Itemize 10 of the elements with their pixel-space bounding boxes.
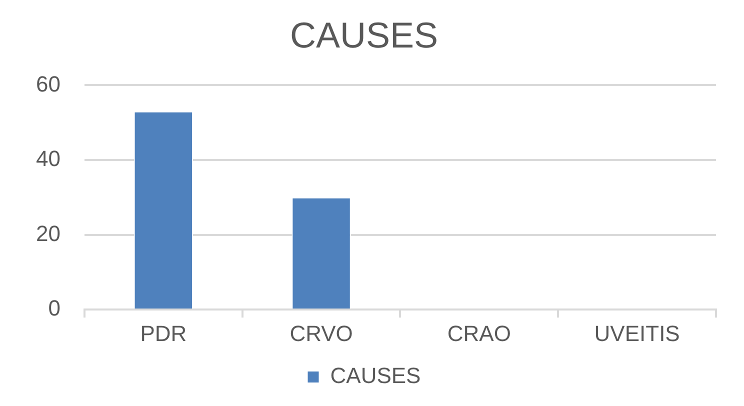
x-tick-label: PDR — [140, 320, 187, 346]
x-tick-label: CRAO — [447, 320, 511, 346]
x-tick-label: CRVO — [290, 320, 353, 346]
chart-title: CAUSES — [290, 14, 438, 56]
y-tick-label: 40 — [36, 146, 60, 172]
y-tick-label: 0 — [48, 296, 60, 321]
y-tick-label: 20 — [36, 220, 60, 246]
y-tick-label: 60 — [36, 71, 60, 96]
legend-label: CAUSES — [330, 363, 421, 388]
x-tick-label: UVEITIS — [594, 320, 680, 346]
